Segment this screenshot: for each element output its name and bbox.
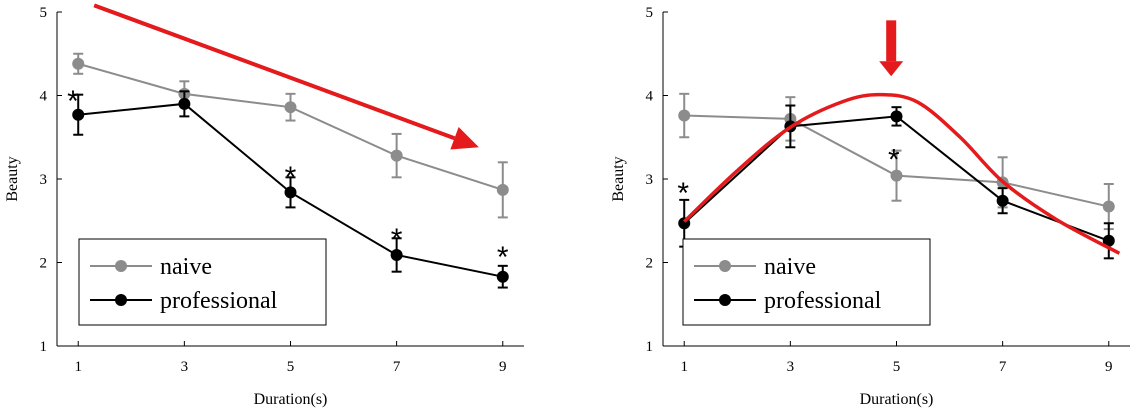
- significance-star: *: [285, 161, 297, 194]
- x-tick-label: 9: [499, 359, 507, 375]
- chart-panel-1: 1 2 3 4 5 1 3 5 7 9 Duration(s) Beauty * * * * naive prof…: [4, 3, 524, 408]
- data-point-professional: [1102, 234, 1115, 247]
- data-point-professional: [890, 110, 903, 123]
- x-tick-label: 5: [287, 359, 295, 375]
- significance-star: *: [497, 241, 509, 274]
- legend-label-naive: naive: [160, 254, 212, 280]
- y-tick-label: 4: [40, 89, 48, 105]
- peak-arrow-head: [879, 61, 904, 77]
- data-point-naive: [72, 57, 85, 70]
- legend-label-professional: professional: [160, 288, 278, 314]
- trend-curve: [683, 92, 1121, 255]
- legend-box: [78, 238, 327, 326]
- data-point-professional: [390, 248, 403, 261]
- y-tick-label: 4: [646, 89, 654, 105]
- chart-panel-2: 1 2 3 4 5 1 3 5 7 9 Duration(s) Beauty * * naive profes…: [610, 5, 1130, 408]
- y-axis-label: Beauty: [610, 156, 627, 201]
- legend: naive professional: [682, 238, 931, 326]
- legend-label-naive: naive: [764, 254, 816, 280]
- data-point-naive: [678, 109, 691, 122]
- data-point-professional: [284, 186, 297, 199]
- x-tick-label: 1: [680, 359, 688, 375]
- legend-box: [682, 238, 931, 326]
- x-axis-label: Duration(s): [254, 391, 328, 408]
- data-point-professional: [996, 194, 1009, 207]
- y-tick-label: 1: [646, 339, 654, 355]
- legend-marker-naive: [115, 260, 127, 272]
- significance-star: *: [888, 143, 900, 176]
- significance-star: *: [391, 223, 403, 256]
- x-tick-label: 5: [893, 359, 901, 375]
- data-point-naive: [890, 169, 903, 182]
- y-tick-label: 5: [646, 5, 654, 21]
- y-tick-label: 5: [40, 5, 48, 21]
- x-tick-label: 1: [74, 359, 82, 375]
- x-tick-label: 7: [393, 359, 401, 375]
- data-point-professional: [72, 108, 85, 121]
- trend-arrow-head: [450, 127, 479, 150]
- x-tick-label: 7: [999, 359, 1007, 375]
- data-point-naive: [496, 183, 509, 196]
- significance-star: *: [67, 85, 79, 118]
- y-axis-label: Beauty: [4, 156, 21, 201]
- x-tick-label: 9: [1105, 359, 1113, 375]
- data-point-naive: [390, 149, 403, 162]
- data-point-professional: [496, 270, 509, 283]
- legend: naive professional: [78, 238, 327, 326]
- x-tick-label: 3: [787, 359, 795, 375]
- x-tick-label: 3: [181, 359, 189, 375]
- legend-marker-naive: [719, 260, 731, 272]
- trend-arrow-shaft: [93, 3, 456, 141]
- data-point-naive: [1102, 200, 1115, 213]
- data-point-naive: [284, 101, 297, 114]
- y-tick-label: 3: [646, 172, 654, 188]
- data-point-professional: [178, 97, 191, 110]
- y-tick-label: 2: [646, 256, 654, 272]
- legend-marker-professional: [719, 294, 731, 306]
- legend-label-professional: professional: [764, 288, 882, 314]
- legend-marker-professional: [115, 294, 127, 306]
- peak-arrow-shaft: [886, 20, 897, 62]
- y-tick-label: 1: [40, 339, 48, 355]
- y-tick-label: 2: [40, 256, 48, 272]
- x-axis-label: Duration(s): [860, 391, 934, 408]
- significance-star: *: [677, 177, 689, 210]
- y-tick-label: 3: [40, 172, 48, 188]
